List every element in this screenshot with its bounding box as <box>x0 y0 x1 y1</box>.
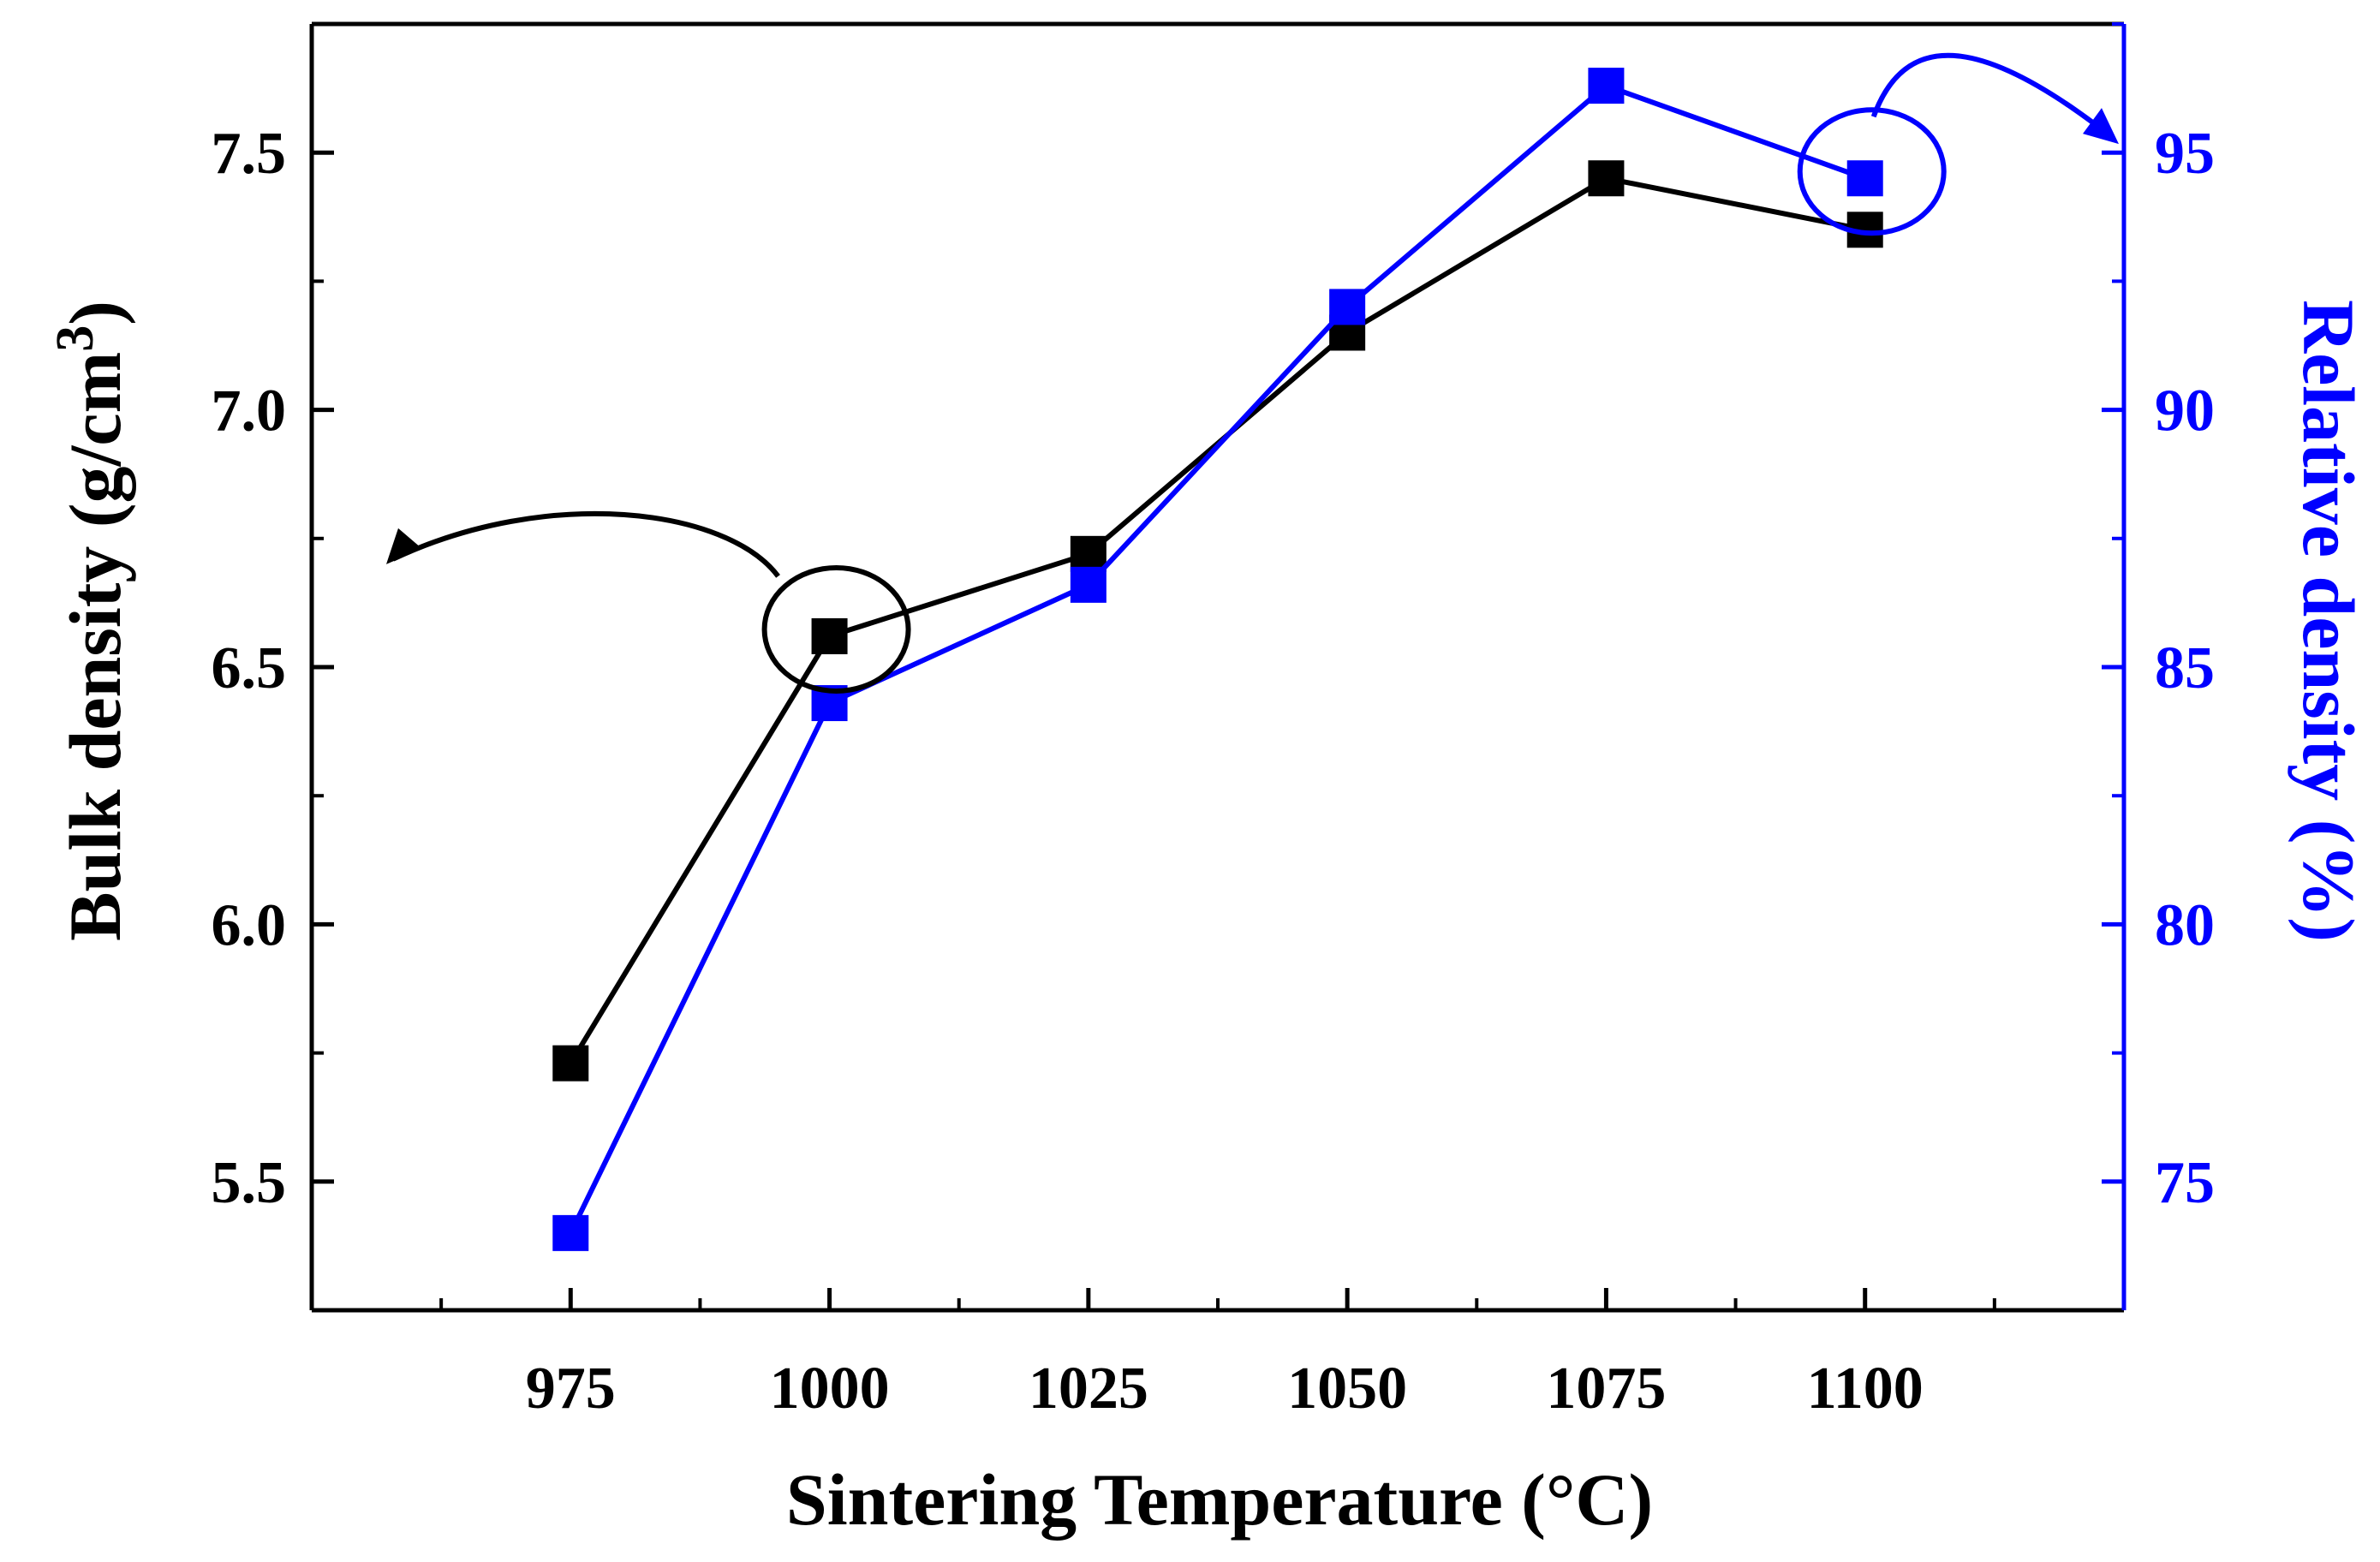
data-point <box>1588 160 1625 197</box>
x-axis-ticks: 975 1000 1025 1050 1075 1100 <box>439 1288 1996 1422</box>
data-point <box>1329 289 1366 325</box>
data-point <box>1846 160 1883 197</box>
series-relative-density <box>552 68 1883 1251</box>
x-tick-label: 975 <box>526 1356 616 1422</box>
data-point <box>552 1214 589 1251</box>
x-tick-label: 1025 <box>1029 1356 1148 1422</box>
data-point <box>552 1045 589 1082</box>
left-axis-label-superscript: 3 <box>46 325 104 352</box>
arrowhead-icon <box>386 528 422 564</box>
arrowhead-icon <box>2083 108 2119 145</box>
data-point <box>1070 535 1106 572</box>
left-axis-ticks: 5.5 6.0 6.5 7.0 7.5 <box>212 22 334 1216</box>
x-axis-label: Sintering Temperature (°C) <box>786 1458 1653 1541</box>
x-tick-label: 1100 <box>1807 1356 1924 1422</box>
annotation-arrow <box>391 510 780 578</box>
x-tick-label: 1075 <box>1546 1356 1666 1422</box>
highlight-circle <box>1797 107 1947 236</box>
x-tick-label: 1000 <box>770 1356 890 1422</box>
annotations <box>386 52 2119 694</box>
right-axis-ticks: 75 80 85 90 95 <box>2102 22 2215 1216</box>
left-y-tick-label: 6.0 <box>212 892 287 958</box>
series-line <box>568 82 1866 1235</box>
annotation-arrow <box>1870 52 2114 140</box>
right-y-tick-label: 80 <box>2155 892 2215 958</box>
data-point <box>1070 566 1106 603</box>
data-point <box>1588 68 1625 104</box>
series-bulk-density <box>552 160 1883 1082</box>
left-axis-label-close: ) <box>54 301 136 325</box>
series-layer <box>552 68 1883 1251</box>
right-y-tick-label: 90 <box>2155 379 2215 444</box>
x-tick-label: 1050 <box>1287 1356 1407 1422</box>
right-y-tick-label: 75 <box>2155 1150 2215 1216</box>
data-point <box>811 617 848 654</box>
left-y-tick-label: 7.0 <box>212 379 287 444</box>
annotation-relative <box>1797 52 2119 236</box>
right-axis-label: Relative density (%) <box>2288 300 2370 942</box>
highlight-circle <box>761 564 911 694</box>
right-y-tick-label: 85 <box>2155 635 2215 701</box>
right-y-tick-label: 95 <box>2155 121 2215 187</box>
annotation-bulk <box>386 510 911 694</box>
left-y-tick-label: 7.5 <box>212 121 287 187</box>
left-y-tick-label: 6.5 <box>212 635 287 701</box>
left-axis-label-main: Bulk density (g/cm <box>54 352 136 941</box>
left-axis-label: Bulk density (g/cm3) <box>46 301 136 941</box>
left-y-tick-label: 5.5 <box>212 1150 287 1216</box>
